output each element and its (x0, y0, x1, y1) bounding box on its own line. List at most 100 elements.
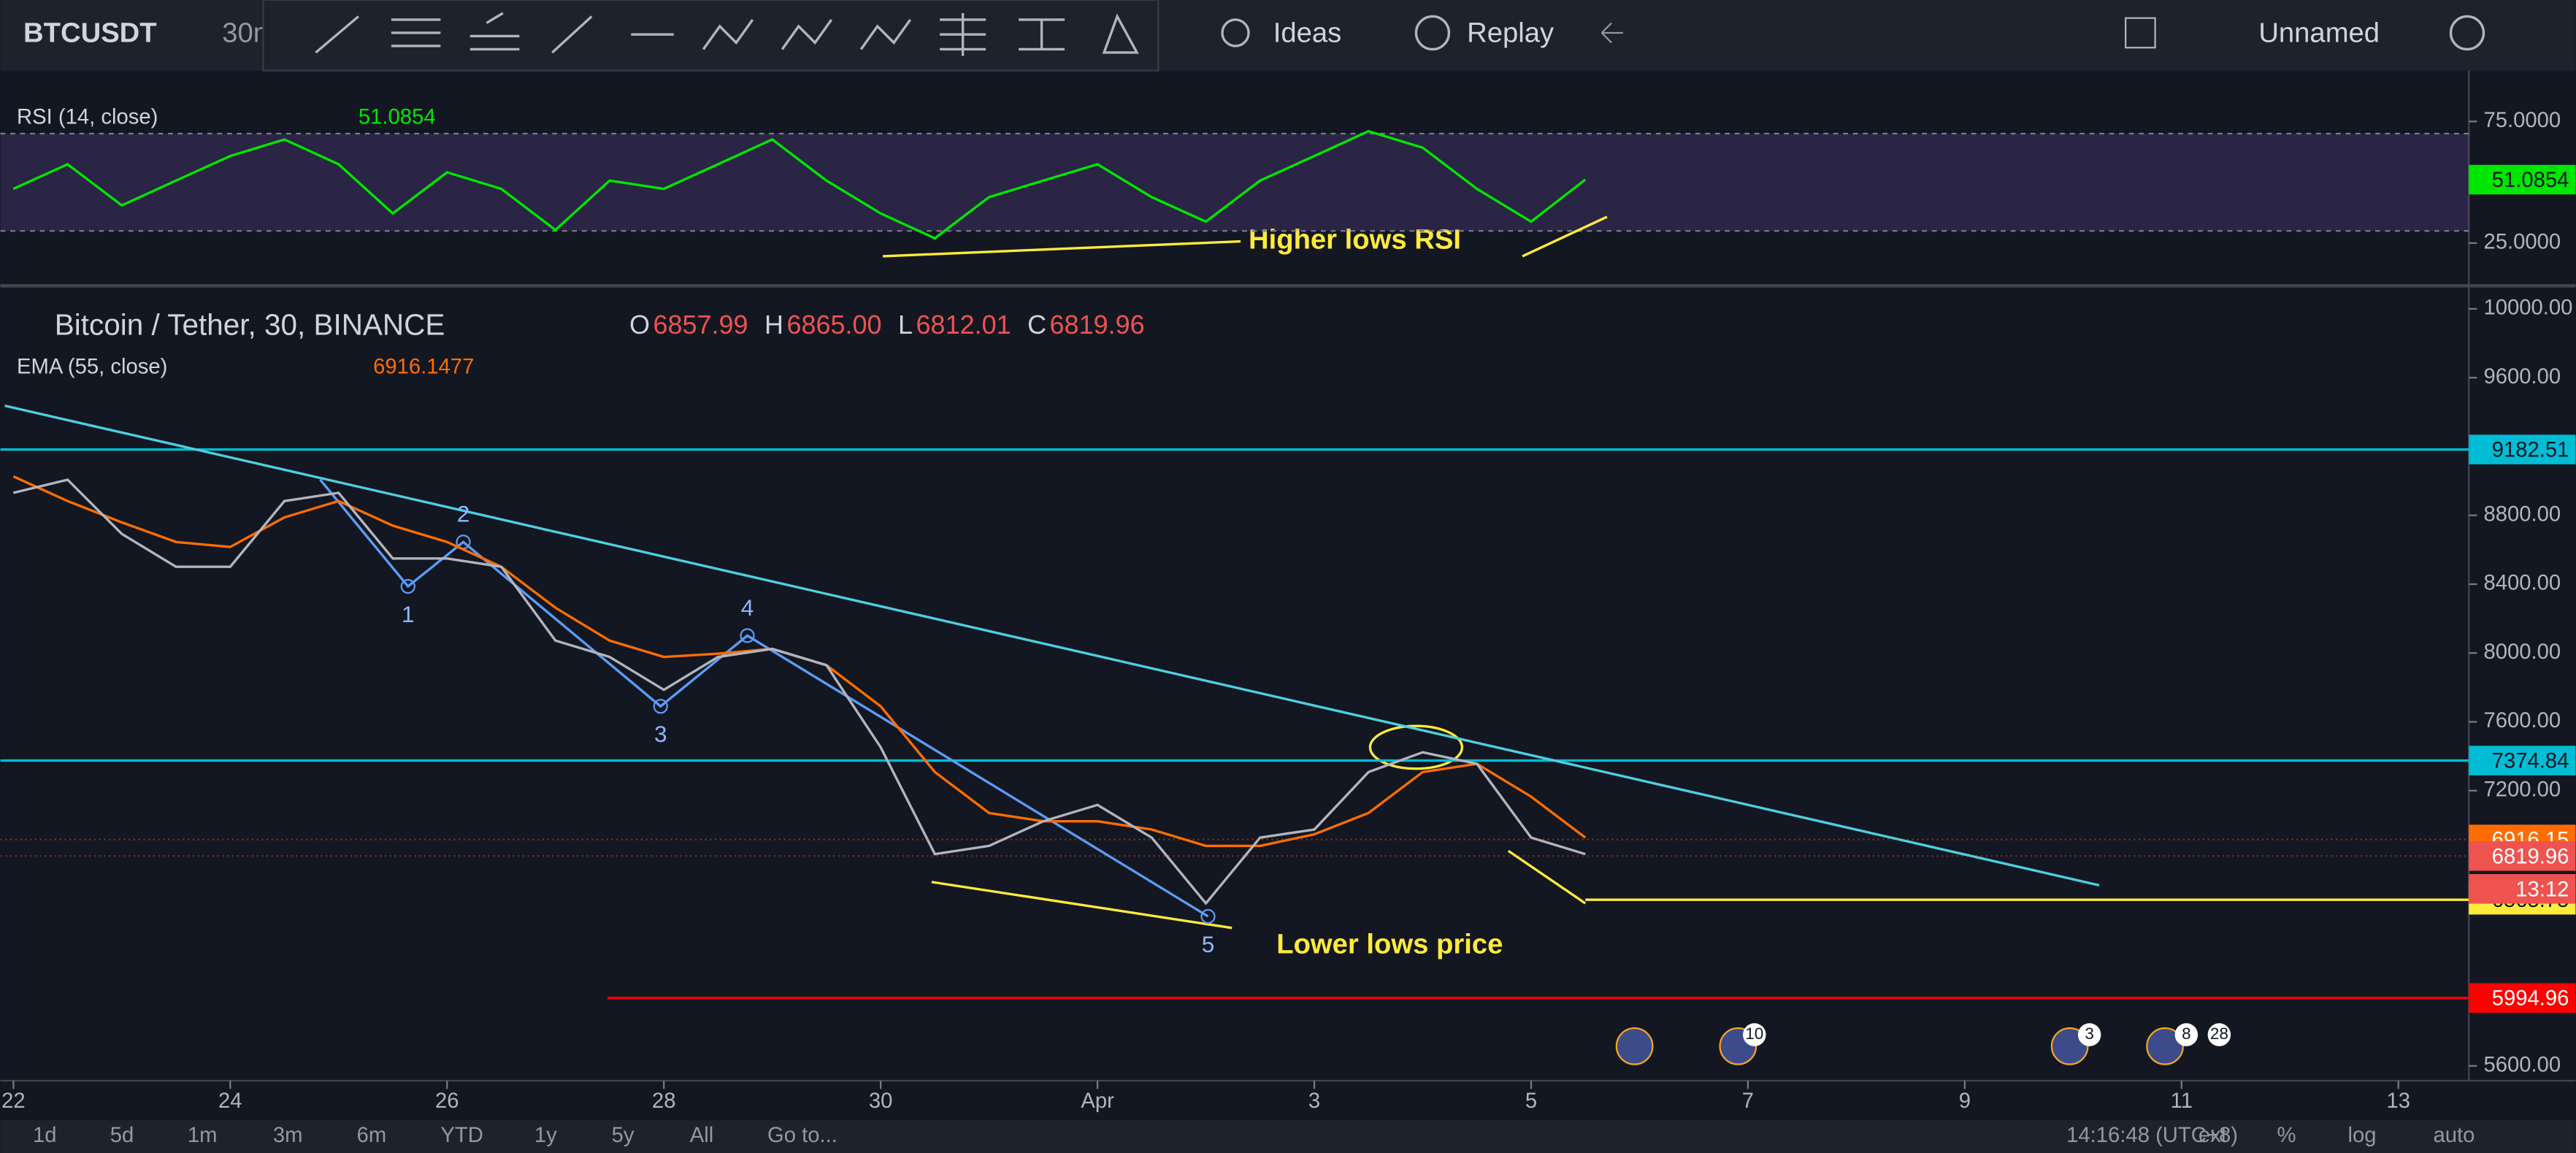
ohlc-value: 6857.99 (653, 310, 748, 340)
replay-button[interactable]: Replay (1467, 17, 1555, 48)
trend-line (4, 404, 2100, 886)
x-tick-label: 5 (1525, 1089, 1537, 1113)
wave-point (1200, 908, 1216, 924)
wave-label: 3 (654, 721, 667, 747)
clock: 14:16:48 (UTC+8) (2066, 1124, 2238, 1147)
wave-label: 2 (457, 501, 470, 527)
tool-abcd[interactable] (781, 19, 833, 50)
drawing-toolbar (262, 0, 1159, 72)
event-badge[interactable] (2207, 1023, 2231, 1046)
y-tick-label: 8400.00 (2483, 572, 2561, 595)
range-button[interactable]: 3m (273, 1124, 303, 1147)
range-button[interactable]: YTD (440, 1124, 483, 1147)
tool-range[interactable] (1019, 18, 1065, 51)
price-axis-label-bg (2469, 434, 2576, 464)
range-button[interactable]: All (690, 1124, 713, 1147)
trend-line (1507, 849, 1587, 905)
y-tick-label: 7200.00 (2483, 778, 2561, 801)
tool-brush[interactable] (315, 15, 359, 54)
x-tick-label: 13 (2386, 1089, 2410, 1113)
scale-option[interactable]: auto (2434, 1124, 2475, 1147)
event-badge[interactable] (2174, 1023, 2199, 1046)
goto-button[interactable]: Go to... (767, 1124, 837, 1147)
x-tick-label: 24 (218, 1089, 242, 1113)
ohlc-name: L (898, 310, 913, 340)
price-axis-label-bg (2469, 746, 2576, 775)
tool-pattern[interactable] (702, 19, 754, 50)
replay-icon (1414, 15, 1451, 51)
bottom-bar (0, 1120, 2576, 1153)
price-axis-label: 6819.96 (2492, 845, 2569, 868)
scale-option[interactable]: % (2277, 1124, 2296, 1147)
x-tick-label: 7 (1742, 1089, 1754, 1113)
event-flag[interactable] (1615, 1027, 1654, 1065)
rsi-title[interactable]: RSI (14, close) (17, 106, 158, 129)
event-flag[interactable] (2146, 1027, 2184, 1065)
range-button[interactable]: 1y (534, 1124, 557, 1147)
range-button[interactable]: 1d (33, 1124, 57, 1147)
ideas-icon (1221, 18, 1250, 47)
countdown-bg (2469, 874, 2576, 904)
settings[interactable] (2449, 15, 2485, 51)
x-tick-label: 26 (435, 1089, 459, 1113)
layout-name[interactable]: Unnamed (2258, 17, 2380, 48)
price-axis-label: 5994.96 (2492, 987, 2569, 1011)
y-tick-label: 8800.00 (2483, 502, 2561, 526)
ema-title[interactable]: EMA (55, close) (17, 356, 167, 379)
event-badge[interactable] (2077, 1023, 2101, 1046)
ohlc-name: H (764, 310, 783, 340)
tool-fib[interactable] (469, 12, 520, 51)
event-count: 8 (2182, 1024, 2191, 1043)
y-tick-label: 7600.00 (2483, 709, 2561, 732)
drawing-tools (315, 12, 1139, 56)
wave-point (740, 628, 755, 643)
countdown: 13:12 (2515, 878, 2569, 901)
ideas-button[interactable]: Ideas (1273, 17, 1342, 48)
tool-ac[interactable] (859, 19, 912, 50)
event-count: 28 (2210, 1024, 2228, 1043)
range-button[interactable]: 5d (110, 1124, 134, 1147)
x-tick-label: 28 (652, 1089, 676, 1113)
trend-line (883, 240, 1241, 258)
wave-point (400, 578, 415, 594)
symbol[interactable]: BTCUSDT (23, 17, 157, 48)
range-button[interactable]: 5y (612, 1124, 635, 1147)
x-tick-label: Apr (1081, 1089, 1114, 1113)
highlight-ellipse (1368, 724, 1464, 770)
wave-label: 1 (402, 601, 415, 627)
ohlc-value: 6865.00 (787, 310, 882, 340)
trend-line (1522, 215, 1608, 258)
y-tick-label: 10000.00 (2483, 296, 2572, 320)
fullscreen-toggle[interactable] (2125, 17, 2156, 49)
y-tick-label: 75.0000 (2483, 109, 2561, 132)
x-tick-label: 11 (2171, 1089, 2193, 1113)
tool-position[interactable] (940, 12, 986, 56)
ema-current: 6916.1477 (373, 356, 474, 379)
price-axis-label-bg (2469, 841, 2576, 871)
tool-triangle[interactable] (1102, 13, 1139, 54)
tool-trend[interactable] (551, 15, 593, 54)
scale-option[interactable]: log (2348, 1124, 2377, 1147)
scale-option[interactable]: ext (2199, 1124, 2227, 1147)
y-tick-label: 9600.00 (2483, 365, 2561, 388)
x-tick-label: 22 (1, 1089, 26, 1113)
undo[interactable] (1601, 22, 1623, 44)
ohlc-value: 6812.01 (916, 310, 1011, 340)
x-tick-label: 3 (1308, 1089, 1320, 1113)
event-badge[interactable] (1743, 1023, 1766, 1046)
tool-lines[interactable] (391, 18, 441, 47)
rsi-annotation: Higher lows RSI (1249, 224, 1461, 256)
wave-line (319, 478, 1209, 918)
range-button[interactable]: 1m (188, 1124, 218, 1147)
y-tick-label: 25.0000 (2483, 231, 2561, 254)
range-button[interactable]: 6m (357, 1124, 387, 1147)
trend-line (931, 881, 1233, 930)
price-axis-label: 9182.51 (2492, 439, 2569, 462)
wave-label: 4 (741, 594, 754, 621)
series-line (12, 129, 1587, 240)
price-title[interactable]: Bitcoin / Tether, 30, BINANCE (55, 307, 445, 341)
wave-label: 5 (1202, 931, 1215, 957)
